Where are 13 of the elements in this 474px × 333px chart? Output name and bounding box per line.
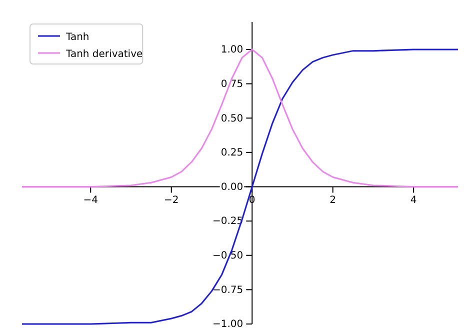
x-tick-label: 4 bbox=[410, 194, 417, 206]
y-tick-label: 0.50 bbox=[220, 113, 244, 124]
x-tick-label: −4 bbox=[83, 194, 98, 206]
y-tick-label: 0.25 bbox=[220, 148, 244, 159]
y-tick-label: 0.75 bbox=[220, 78, 244, 90]
y-tick-label: 1.00 bbox=[220, 44, 244, 56]
x-tick-label: 2 bbox=[330, 194, 336, 206]
legend-label: Tanh bbox=[65, 32, 90, 43]
legend-label: Tanh derivative bbox=[65, 49, 143, 60]
x-tick-label: −2 bbox=[164, 194, 179, 206]
y-tick-label: 0.00 bbox=[220, 182, 244, 193]
y-tick-label: −0.75 bbox=[212, 284, 244, 296]
y-tick-label: −1.00 bbox=[212, 319, 244, 330]
